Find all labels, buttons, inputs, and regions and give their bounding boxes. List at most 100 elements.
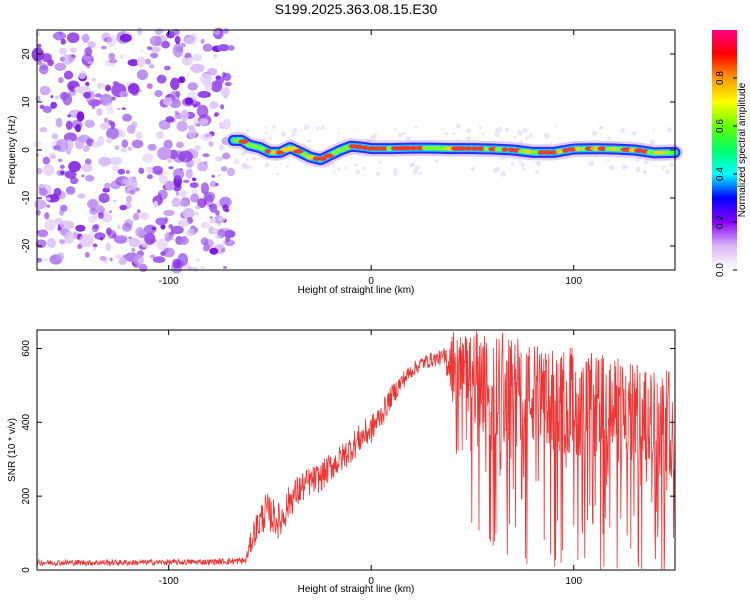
noise-blob — [91, 106, 96, 109]
noise-speck — [393, 171, 398, 176]
ridge-peak — [464, 146, 472, 151]
noise-blob — [81, 174, 85, 178]
noise-blob — [217, 174, 221, 177]
noise-blob — [158, 175, 168, 184]
ridge-peak — [542, 150, 553, 155]
noise-blob — [163, 247, 175, 258]
noise-speck — [300, 128, 303, 132]
noise-speck — [631, 131, 637, 136]
noise-blob — [146, 83, 153, 89]
ridge-peak — [293, 149, 304, 154]
noise-blob — [151, 226, 157, 231]
noise-blob — [57, 158, 63, 163]
snr-y-label: SNR (10 * v/v) — [7, 418, 18, 482]
noise-speck — [536, 161, 542, 166]
noise-blob — [114, 145, 119, 151]
noise-blob — [58, 77, 64, 84]
noise-blob — [91, 224, 99, 233]
noise-blob — [149, 254, 156, 259]
noise-blob — [46, 197, 51, 201]
y-tick-label: 20 — [21, 48, 32, 60]
noise-blob — [136, 69, 148, 81]
noise-blob — [147, 174, 153, 180]
noise-blob — [35, 209, 41, 216]
noise-blob — [93, 246, 97, 251]
noise-blob — [69, 177, 79, 185]
noise-blob — [46, 204, 51, 208]
noise-blob — [222, 266, 227, 269]
noise-blob — [130, 83, 140, 96]
noise-blob — [74, 124, 82, 133]
noise-speck — [393, 127, 397, 131]
noise-speck — [246, 129, 250, 133]
noise-blob — [37, 229, 49, 238]
noise-blob — [98, 192, 110, 204]
noise-blob — [108, 210, 113, 214]
noise-blob — [170, 31, 176, 37]
noise-blob — [53, 187, 62, 197]
noise-blob — [128, 236, 132, 240]
noise-blob — [135, 131, 143, 139]
noise-blob — [84, 251, 90, 258]
ridge-peak — [410, 145, 418, 151]
noise-speck — [332, 170, 336, 174]
noise-blob — [145, 58, 152, 65]
noise-blob — [65, 186, 76, 195]
noise-blob — [107, 229, 117, 239]
noise-speck — [376, 171, 381, 176]
noise-blob — [161, 40, 170, 49]
noise-blob — [115, 254, 122, 260]
noise-blob — [175, 46, 184, 53]
noise-blob — [154, 28, 165, 34]
ridge-peak — [640, 149, 649, 154]
noise-blob — [190, 63, 205, 74]
noise-blob — [197, 90, 211, 99]
noise-blob — [44, 212, 50, 220]
noise-blob — [101, 45, 107, 50]
noise-blob — [213, 28, 221, 36]
noise-blob — [142, 243, 148, 248]
noise-speck — [452, 132, 456, 136]
noise-blob — [208, 141, 214, 147]
noise-blob — [175, 191, 179, 196]
noise-speck — [320, 125, 325, 130]
y-tick-label: 400 — [21, 414, 32, 431]
noise-blob — [200, 182, 210, 195]
noise-blob — [97, 135, 105, 147]
noise-blob — [200, 132, 213, 142]
noise-speck — [307, 139, 310, 143]
noise-blob — [157, 146, 172, 161]
noise-blob — [106, 127, 120, 140]
noise-blob — [149, 64, 155, 69]
noise-blob — [174, 35, 181, 44]
noise-blob — [156, 238, 169, 251]
noise-blob — [125, 195, 133, 203]
noise-speck — [518, 159, 522, 163]
noise-blob — [188, 127, 197, 139]
colorbar-tick-label: 0.4 — [715, 167, 726, 181]
noise-blob — [163, 209, 175, 217]
noise-speck — [291, 133, 296, 137]
noise-speck — [555, 124, 558, 128]
y-tick-label: 0 — [21, 147, 32, 153]
noise-blob — [191, 53, 203, 62]
noise-speck — [621, 164, 627, 170]
noise-speck — [524, 136, 529, 141]
noise-blob — [136, 56, 146, 68]
noise-blob — [202, 153, 210, 158]
noise-blob — [215, 183, 219, 187]
noise-speck — [303, 124, 310, 130]
noise-speck — [643, 158, 649, 165]
noise-blob — [202, 43, 213, 52]
noise-speck — [285, 164, 289, 168]
noise-blob — [39, 127, 48, 133]
noise-blob — [221, 248, 225, 253]
noise-blob — [121, 107, 126, 110]
noise-speck — [241, 162, 248, 169]
noise-blob — [195, 123, 201, 127]
noise-blob — [163, 169, 168, 175]
x-tick-label: 0 — [368, 276, 374, 287]
noise-blob — [211, 174, 216, 178]
noise-blob — [59, 208, 65, 216]
noise-speck — [377, 160, 382, 165]
